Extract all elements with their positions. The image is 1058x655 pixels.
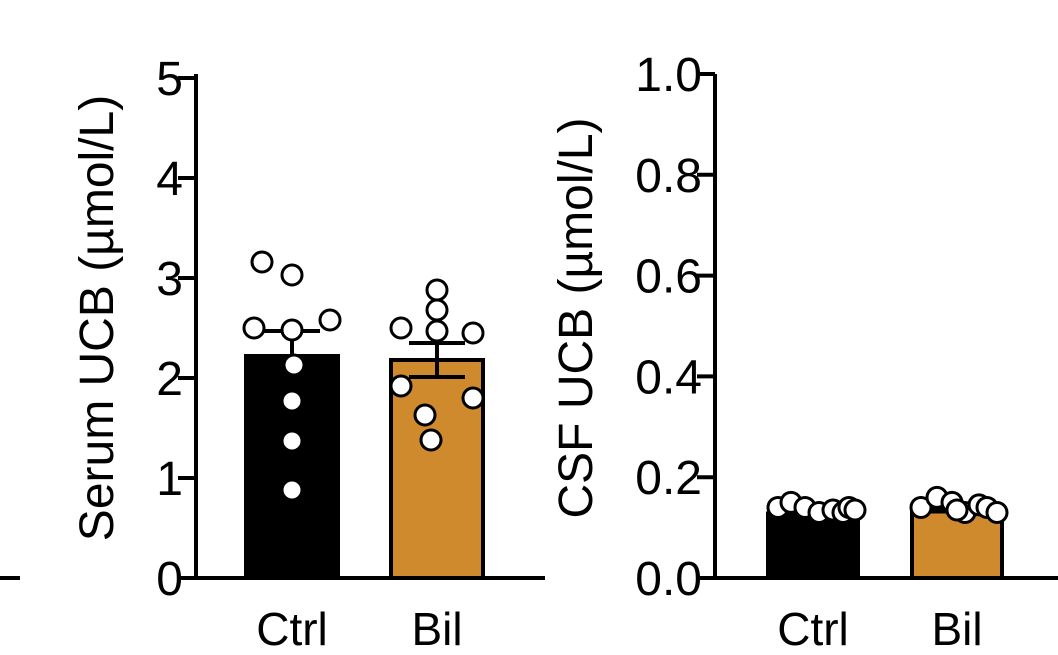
data-point [280, 478, 304, 502]
panel-csf: CSF UCB (µmol/L) 0.0 0.2 0.4 0.6 0.8 1.0 Ctrl… [550, 49, 1058, 655]
data-point [413, 403, 437, 427]
data-point [909, 495, 933, 519]
x-category-label: Bil [931, 603, 982, 655]
data-point [280, 429, 304, 453]
y-tick-label: 0.4 [635, 351, 702, 404]
data-point [389, 374, 413, 398]
data-point [389, 316, 413, 340]
y-tick-label: 0.2 [635, 452, 702, 505]
csf-y-axis-label: CSF UCB (µmol/L) [550, 117, 603, 518]
x-category-label: Bil [411, 603, 462, 655]
y-tick-label: 1 [156, 453, 183, 506]
panel-serum: Serum UCB (µmol/L) 0 1 2 3 4 5 Ctrl Bil [71, 53, 545, 655]
y-tick-label: 0 [156, 553, 183, 606]
data-point [282, 353, 306, 377]
data-point [843, 498, 867, 522]
y-tick-label: 4 [156, 153, 183, 206]
y-tick-label: 2 [156, 353, 183, 406]
data-point [242, 316, 266, 340]
y-tick-label: 0.0 [635, 553, 702, 606]
data-point [985, 500, 1009, 524]
bar-ctrl [244, 354, 340, 580]
data-point [419, 428, 443, 452]
x-category-label: Ctrl [777, 603, 849, 655]
data-point [250, 250, 274, 274]
y-tick-label: 1.0 [635, 49, 702, 102]
data-point [280, 263, 304, 287]
y-tick-label: 3 [156, 253, 183, 306]
data-point [461, 321, 485, 345]
data-point [280, 318, 304, 342]
y-tick-label: 0.8 [635, 150, 702, 203]
data-point [318, 308, 342, 332]
x-category-label: Ctrl [256, 603, 328, 655]
data-point [425, 319, 449, 343]
serum-y-axis-label: Serum UCB (µmol/L) [71, 95, 124, 541]
y-tick-label: 0.6 [635, 251, 702, 304]
data-point [425, 278, 449, 302]
data-point [425, 298, 449, 322]
data-point [461, 386, 485, 410]
data-point [945, 498, 969, 522]
y-tick-label: 5 [156, 53, 183, 106]
data-point [280, 389, 304, 413]
